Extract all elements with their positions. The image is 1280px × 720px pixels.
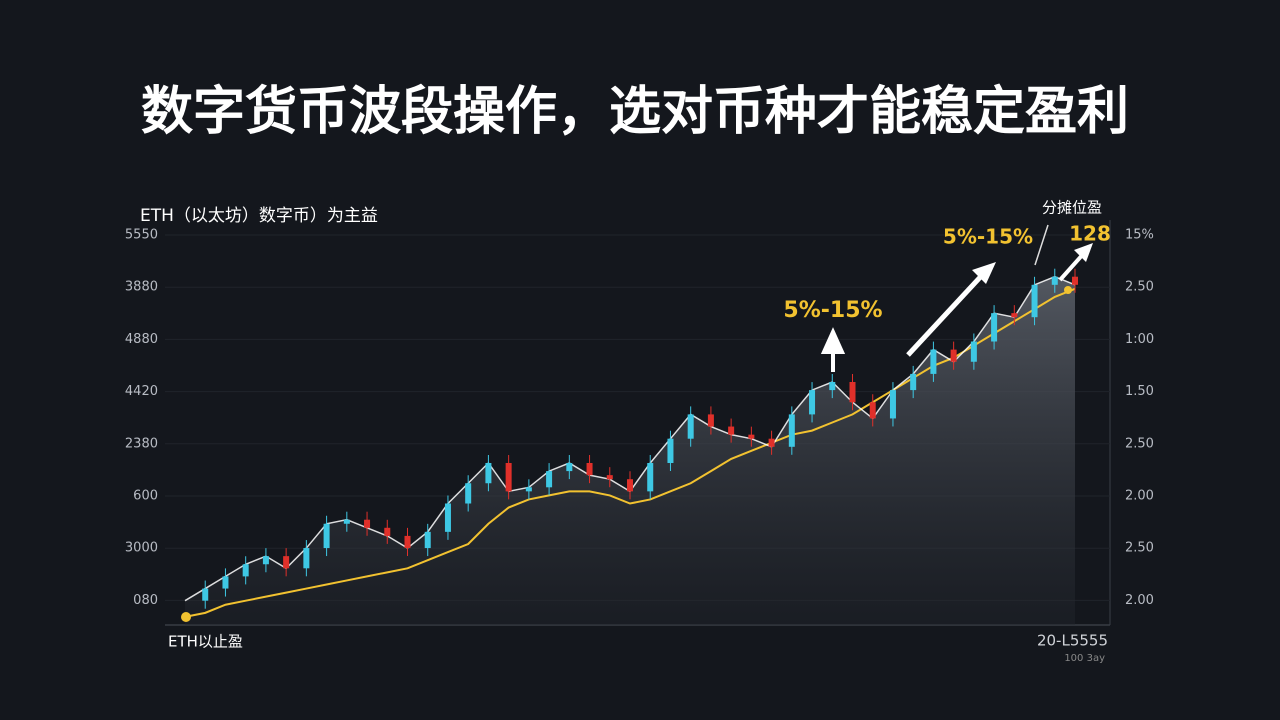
candle — [809, 390, 816, 415]
ma-line — [184, 287, 1076, 618]
candle — [829, 382, 836, 391]
arrow — [820, 327, 846, 372]
candle — [283, 556, 290, 569]
area — [185, 276, 1075, 625]
candle — [546, 471, 553, 488]
annotation: 5%-15% — [783, 298, 882, 323]
left-axis-label: 4420 — [125, 384, 158, 399]
candle — [485, 463, 492, 484]
candle — [384, 527, 391, 536]
candle — [343, 519, 350, 524]
candle — [1011, 313, 1018, 318]
left-axis-label: 3000 — [125, 541, 158, 556]
annotation: 128 — [1069, 222, 1111, 246]
candle — [647, 463, 654, 492]
candle — [687, 414, 694, 439]
candle — [404, 535, 411, 549]
candle — [869, 402, 876, 419]
candle — [505, 463, 512, 492]
right-axis-label: 2.50 — [1125, 541, 1154, 556]
right-axis-label: 1.50 — [1125, 384, 1154, 399]
candle — [364, 519, 371, 528]
candle — [202, 588, 209, 601]
candle — [525, 487, 532, 492]
candle — [667, 438, 674, 463]
left-axis-label: 3880 — [125, 280, 158, 295]
subtitle: ETH（以太坊）数字币）为主益 — [140, 206, 378, 226]
right-axis-label: 2.50 — [1125, 436, 1154, 451]
bottom-right-label: 20-L5555 — [1037, 632, 1108, 650]
candle — [748, 434, 755, 439]
annotation: 5%-15% — [943, 225, 1033, 249]
candle — [465, 483, 472, 504]
start-dot — [181, 612, 191, 622]
candle — [991, 313, 998, 342]
candle — [707, 414, 714, 427]
candle — [788, 414, 795, 447]
bottom-right-sub: 100 3ay — [1064, 653, 1105, 664]
title: 数字货币波段操作，选对币种才能稳定盈利 — [141, 82, 1129, 142]
candle — [222, 576, 229, 589]
candle — [889, 390, 896, 419]
left-axis-label: 080 — [133, 593, 158, 608]
pointer — [1034, 224, 1049, 266]
candle — [1051, 276, 1058, 285]
candle — [262, 556, 269, 565]
candle — [627, 479, 633, 492]
left-axis-label: 600 — [133, 489, 158, 504]
plot: 5550 3880 4880 4420 2380 600 3000 080 15% 2.50 1:0… — [125, 228, 1154, 625]
right-axis-label: 15% — [1125, 228, 1154, 243]
arrow — [906, 270, 987, 357]
candle — [444, 503, 451, 532]
right-axis-label: 2.00 — [1125, 489, 1154, 504]
candle — [566, 463, 573, 472]
right-axis-label: 2.00 — [1125, 593, 1154, 608]
left-axis-label: 2380 — [125, 436, 158, 451]
candle — [1031, 284, 1038, 318]
left-axis-label: 4880 — [125, 332, 158, 347]
bottom-left-label: ETH以止盈 — [168, 633, 243, 651]
candle — [849, 382, 856, 403]
candle — [930, 349, 937, 374]
candle — [303, 548, 310, 569]
end-dot — [1064, 286, 1072, 294]
candle — [910, 373, 917, 391]
candle — [970, 341, 977, 362]
candle — [728, 426, 735, 435]
candle — [586, 463, 593, 476]
candle — [1072, 276, 1078, 285]
annotation: 分摊位盈 — [1042, 199, 1102, 217]
candle — [606, 475, 613, 480]
candle — [323, 523, 330, 549]
right-axis-label: 2.50 — [1125, 280, 1154, 295]
arrow-head — [972, 262, 996, 284]
right-axis-label: 1:00 — [1125, 332, 1154, 347]
candle — [950, 349, 957, 362]
arrow-head — [1074, 243, 1093, 262]
left-axis-label: 5550 — [125, 228, 158, 243]
candle — [242, 564, 249, 577]
candle — [768, 438, 775, 447]
candle — [424, 531, 431, 549]
